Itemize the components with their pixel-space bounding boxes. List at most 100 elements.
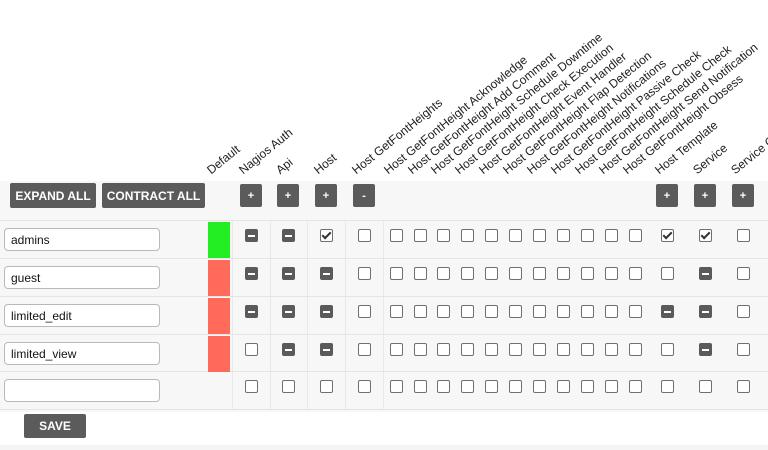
permission-checkbox-host-getfontheight-passive-check[interactable] bbox=[557, 229, 570, 242]
permission-checkbox-nagios-auth[interactable] bbox=[245, 229, 258, 242]
permission-checkbox-host-getfontheight-schedule-downtime[interactable] bbox=[437, 305, 450, 318]
contract-all-button[interactable]: CONTRACT ALL bbox=[102, 183, 205, 208]
permission-checkbox-host-getfontheight-check-execution[interactable] bbox=[461, 267, 474, 280]
permission-checkbox-host-getfontheight-acknowledge[interactable] bbox=[390, 267, 403, 280]
permission-checkbox-service-g[interactable] bbox=[737, 380, 750, 393]
permission-checkbox-host-getfontheights[interactable] bbox=[358, 343, 371, 356]
permission-checkbox-host-getfontheight-check-execution[interactable] bbox=[461, 305, 474, 318]
group-name-field[interactable] bbox=[4, 228, 160, 251]
permission-checkbox-host-getfontheight-flap-detection[interactable] bbox=[509, 305, 522, 318]
permission-checkbox-host-getfontheights[interactable] bbox=[358, 305, 371, 318]
permission-checkbox-api[interactable] bbox=[282, 229, 295, 242]
permission-checkbox-host-getfontheight-send-notification[interactable] bbox=[605, 267, 618, 280]
expand-button-api[interactable]: + bbox=[277, 184, 299, 207]
permission-checkbox-api[interactable] bbox=[282, 267, 295, 280]
permission-checkbox-host-getfontheight-schedule-downtime[interactable] bbox=[437, 380, 450, 393]
permission-checkbox-host-template[interactable] bbox=[661, 343, 674, 356]
permission-checkbox-service[interactable] bbox=[699, 267, 712, 280]
permission-checkbox-service-g[interactable] bbox=[737, 267, 750, 280]
permission-checkbox-api[interactable] bbox=[282, 305, 295, 318]
permission-checkbox-host-getfontheight-event-handler[interactable] bbox=[485, 380, 498, 393]
permission-checkbox-host-getfontheight-acknowledge[interactable] bbox=[390, 343, 403, 356]
permission-checkbox-host-getfontheight-schedule-downtime[interactable] bbox=[437, 229, 450, 242]
permission-checkbox-host-getfontheight-acknowledge[interactable] bbox=[390, 229, 403, 242]
permission-checkbox-service[interactable] bbox=[699, 229, 712, 242]
permission-checkbox-host-getfontheight-schedule-check[interactable] bbox=[581, 267, 594, 280]
permission-checkbox-nagios-auth[interactable] bbox=[245, 267, 258, 280]
permission-checkbox-host-getfontheight-send-notification[interactable] bbox=[605, 305, 618, 318]
permission-checkbox-service-g[interactable] bbox=[737, 305, 750, 318]
permission-checkbox-host[interactable] bbox=[320, 343, 333, 356]
permission-checkbox-host-getfontheights[interactable] bbox=[358, 267, 371, 280]
group-name-field[interactable] bbox=[4, 266, 160, 289]
permission-checkbox-host-getfontheight-schedule-check[interactable] bbox=[581, 305, 594, 318]
permission-checkbox-host-getfontheight-schedule-check[interactable] bbox=[581, 343, 594, 356]
permission-checkbox-host-getfontheight-obsess[interactable] bbox=[629, 343, 642, 356]
permission-checkbox-host-getfontheight-send-notification[interactable] bbox=[605, 380, 618, 393]
expand-button-nagios-auth[interactable]: + bbox=[240, 184, 262, 207]
permission-checkbox-host-getfontheight-notifications[interactable] bbox=[533, 229, 546, 242]
permission-checkbox-host-getfontheight-send-notification[interactable] bbox=[605, 343, 618, 356]
permission-checkbox-service[interactable] bbox=[699, 343, 712, 356]
permission-checkbox-host-template[interactable] bbox=[661, 380, 674, 393]
expand-button-host[interactable]: + bbox=[315, 184, 337, 207]
permission-checkbox-host-getfontheight-obsess[interactable] bbox=[629, 229, 642, 242]
permission-checkbox-host-getfontheight-obsess[interactable] bbox=[629, 305, 642, 318]
permission-checkbox-service[interactable] bbox=[699, 380, 712, 393]
permission-checkbox-host-getfontheight-check-execution[interactable] bbox=[461, 343, 474, 356]
permission-checkbox-nagios-auth[interactable] bbox=[245, 305, 258, 318]
permission-checkbox-host-getfontheight-flap-detection[interactable] bbox=[509, 267, 522, 280]
collapse-button-host-getfontheights[interactable]: - bbox=[353, 184, 375, 207]
group-name-field[interactable] bbox=[4, 379, 160, 402]
permission-checkbox-api[interactable] bbox=[282, 343, 295, 356]
permission-checkbox-host-getfontheight-event-handler[interactable] bbox=[485, 305, 498, 318]
permission-checkbox-host-getfontheight-add-comment[interactable] bbox=[414, 305, 427, 318]
expand-all-button[interactable]: EXPAND ALL bbox=[10, 183, 96, 208]
permission-checkbox-host-getfontheight-flap-detection[interactable] bbox=[509, 229, 522, 242]
expand-button-service[interactable]: + bbox=[694, 184, 716, 207]
permission-checkbox-host-getfontheights[interactable] bbox=[358, 380, 371, 393]
permission-checkbox-host-getfontheight-acknowledge[interactable] bbox=[390, 305, 403, 318]
permission-checkbox-host-getfontheight-notifications[interactable] bbox=[533, 305, 546, 318]
group-name-field[interactable] bbox=[4, 304, 160, 327]
permission-checkbox-host-getfontheight-event-handler[interactable] bbox=[485, 229, 498, 242]
permission-checkbox-host-getfontheight-notifications[interactable] bbox=[533, 380, 546, 393]
permission-checkbox-host-getfontheight-schedule-check[interactable] bbox=[581, 229, 594, 242]
permission-checkbox-host-getfontheight-notifications[interactable] bbox=[533, 267, 546, 280]
permission-checkbox-host-getfontheight-add-comment[interactable] bbox=[414, 267, 427, 280]
permission-checkbox-host-getfontheight-event-handler[interactable] bbox=[485, 267, 498, 280]
permission-checkbox-service-g[interactable] bbox=[737, 343, 750, 356]
permission-checkbox-host[interactable] bbox=[320, 380, 333, 393]
permission-checkbox-host-getfontheight-obsess[interactable] bbox=[629, 380, 642, 393]
permission-checkbox-host-getfontheight-add-comment[interactable] bbox=[414, 229, 427, 242]
permission-checkbox-host-template[interactable] bbox=[661, 267, 674, 280]
permission-checkbox-host-getfontheights[interactable] bbox=[358, 229, 371, 242]
permission-checkbox-host-getfontheight-schedule-downtime[interactable] bbox=[437, 343, 450, 356]
permission-checkbox-service-g[interactable] bbox=[737, 229, 750, 242]
permission-checkbox-service[interactable] bbox=[699, 305, 712, 318]
permission-checkbox-api[interactable] bbox=[282, 380, 295, 393]
expand-button-host-template[interactable]: + bbox=[656, 184, 678, 207]
permission-checkbox-nagios-auth[interactable] bbox=[245, 380, 258, 393]
permission-checkbox-host-getfontheight-notifications[interactable] bbox=[533, 343, 546, 356]
permission-checkbox-host-getfontheight-schedule-check[interactable] bbox=[581, 380, 594, 393]
permission-checkbox-host-getfontheight-send-notification[interactable] bbox=[605, 229, 618, 242]
expand-button-service-g[interactable]: + bbox=[732, 184, 754, 207]
save-button[interactable]: SAVE bbox=[24, 414, 86, 438]
permission-checkbox-host-template[interactable] bbox=[661, 229, 674, 242]
permission-checkbox-host-getfontheight-acknowledge[interactable] bbox=[390, 380, 403, 393]
permission-checkbox-host-getfontheight-add-comment[interactable] bbox=[414, 380, 427, 393]
permission-checkbox-host[interactable] bbox=[320, 267, 333, 280]
permission-checkbox-host-getfontheight-passive-check[interactable] bbox=[557, 343, 570, 356]
permission-checkbox-host-template[interactable] bbox=[661, 305, 674, 318]
permission-checkbox-host-getfontheight-event-handler[interactable] bbox=[485, 343, 498, 356]
permission-checkbox-host-getfontheight-check-execution[interactable] bbox=[461, 229, 474, 242]
permission-checkbox-nagios-auth[interactable] bbox=[245, 343, 258, 356]
permission-checkbox-host-getfontheight-schedule-downtime[interactable] bbox=[437, 267, 450, 280]
permission-checkbox-host-getfontheight-obsess[interactable] bbox=[629, 267, 642, 280]
permission-checkbox-host-getfontheight-check-execution[interactable] bbox=[461, 380, 474, 393]
permission-checkbox-host-getfontheight-flap-detection[interactable] bbox=[509, 380, 522, 393]
permission-checkbox-host[interactable] bbox=[320, 229, 333, 242]
permission-checkbox-host[interactable] bbox=[320, 305, 333, 318]
permission-checkbox-host-getfontheight-passive-check[interactable] bbox=[557, 267, 570, 280]
